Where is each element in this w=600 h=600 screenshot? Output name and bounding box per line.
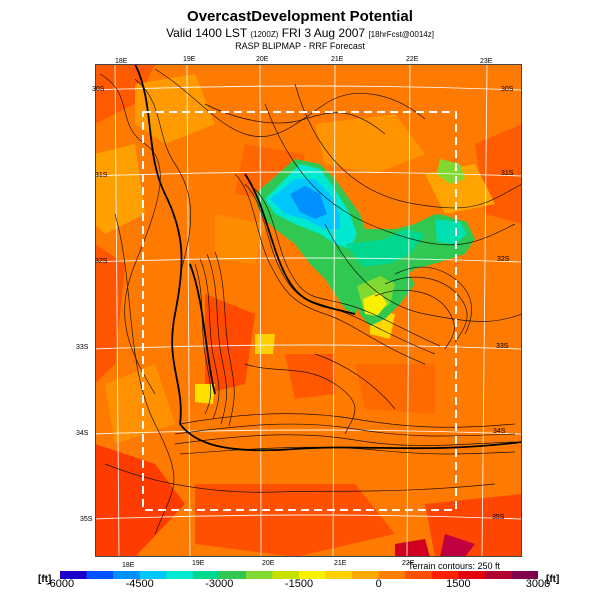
colorbar-tick-label: -1500 <box>284 578 314 590</box>
lat-label-left: 31S <box>95 172 108 179</box>
valid-time: Valid 1400 LST <box>166 26 248 40</box>
lon-label-top: 21E <box>331 56 344 63</box>
model-label: RASP BLIPMAP - RRF Forecast <box>235 41 365 51</box>
map-subtitle: Valid 1400 LST (1200Z) FRI 3 Aug 2007 [1… <box>0 26 600 40</box>
lat-label-left: 30S <box>92 86 105 93</box>
colorbar-tick-label: -4500 <box>125 578 154 590</box>
inner-domain-boundary <box>142 111 457 511</box>
colorbar-swatch <box>325 571 353 579</box>
lon-label-bottom: 18E <box>122 562 135 569</box>
colorbar-swatch <box>299 571 327 579</box>
colorbar-unit-right: [ft] <box>546 574 560 585</box>
lon-label-top: 23E <box>480 58 493 65</box>
lon-label-bottom: 19E <box>192 560 205 567</box>
colorbar-swatch <box>166 571 194 579</box>
colorbar-swatch <box>272 571 300 579</box>
lon-label-top: 18E <box>115 58 128 65</box>
lat-label-right: 33S <box>496 343 509 350</box>
colorbar-swatch <box>113 571 141 579</box>
lat-lon-grid <box>95 64 522 557</box>
colorbar-swatch <box>378 571 406 579</box>
coastline <box>134 64 522 452</box>
colorbar-swatch <box>192 571 220 579</box>
lon-label-bottom: 20E <box>262 560 275 567</box>
colorbar-tick-label: 1500 <box>446 578 471 590</box>
colorbar-swatch <box>86 571 114 579</box>
colorbar-swatch <box>139 571 167 579</box>
colorbar-swatch <box>511 571 538 579</box>
map-title: OvercastDevelopment Potential <box>187 8 413 25</box>
colorbar-swatch <box>484 571 512 579</box>
lat-label-left: 34S <box>76 430 89 437</box>
terrain-contour-note: Terrain contours: 250 ft <box>407 561 500 571</box>
lat-label-left: 33S <box>76 344 89 351</box>
overcast-area <box>255 159 475 326</box>
forecast-map <box>95 64 522 557</box>
terrain-contours <box>99 68 522 535</box>
lat-label-right: 32S <box>497 256 510 263</box>
lat-label-right: 31S <box>501 170 514 177</box>
lon-label-top: 20E <box>256 56 269 63</box>
colorbar-unit-left: [ft] <box>38 574 52 585</box>
map-frame <box>95 64 522 557</box>
lat-label-right: 34S <box>493 428 506 435</box>
colorbar <box>60 571 538 579</box>
map-canvas <box>95 64 522 557</box>
colorbar-swatch <box>219 571 247 579</box>
lat-label-right: 35S <box>492 514 505 521</box>
lat-label-right: 30S <box>501 86 514 93</box>
colorbar-swatch <box>60 571 88 579</box>
lat-label-left: 35S <box>80 516 93 523</box>
colorbar-swatch <box>352 571 380 579</box>
colorbar-tick-label: -3000 <box>205 578 234 590</box>
lat-label-left: 32S <box>95 258 108 265</box>
valid-date: FRI 3 Aug 2007 <box>281 26 366 40</box>
colorbar-swatch <box>405 571 433 579</box>
lon-label-bottom: 22E <box>402 560 415 567</box>
colorbar-swatch <box>431 571 459 579</box>
colorbar-tick-label: 0 <box>375 578 382 590</box>
lon-label-bottom: 21E <box>334 560 347 567</box>
forecast-run: [18hrFcst@0014z] <box>368 30 434 39</box>
lon-label-top: 22E <box>406 56 419 63</box>
lon-label-top: 19E <box>183 56 196 63</box>
valid-time-utc: (1200Z) <box>250 30 279 39</box>
colorbar-tick-label: -6000 <box>45 578 75 590</box>
colorbar-tick-label: 3000 <box>525 578 551 590</box>
colorbar-swatch <box>458 571 486 579</box>
colorbar-swatch <box>245 571 273 579</box>
